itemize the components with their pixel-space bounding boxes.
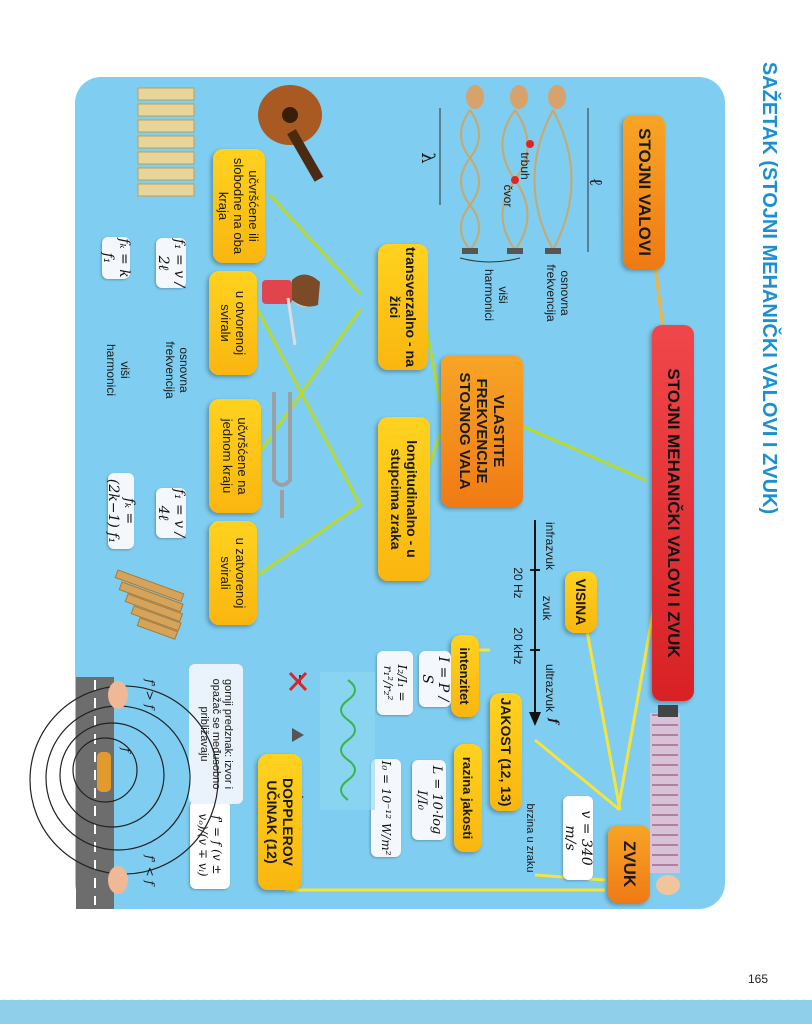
source-frequency-label: f (119, 747, 133, 753)
f-prime-less-label: f' < f (143, 855, 157, 885)
footer-band (0, 1000, 812, 1024)
f-prime-greater-label: f' > f (143, 679, 157, 709)
page-number: 165 (748, 972, 769, 986)
